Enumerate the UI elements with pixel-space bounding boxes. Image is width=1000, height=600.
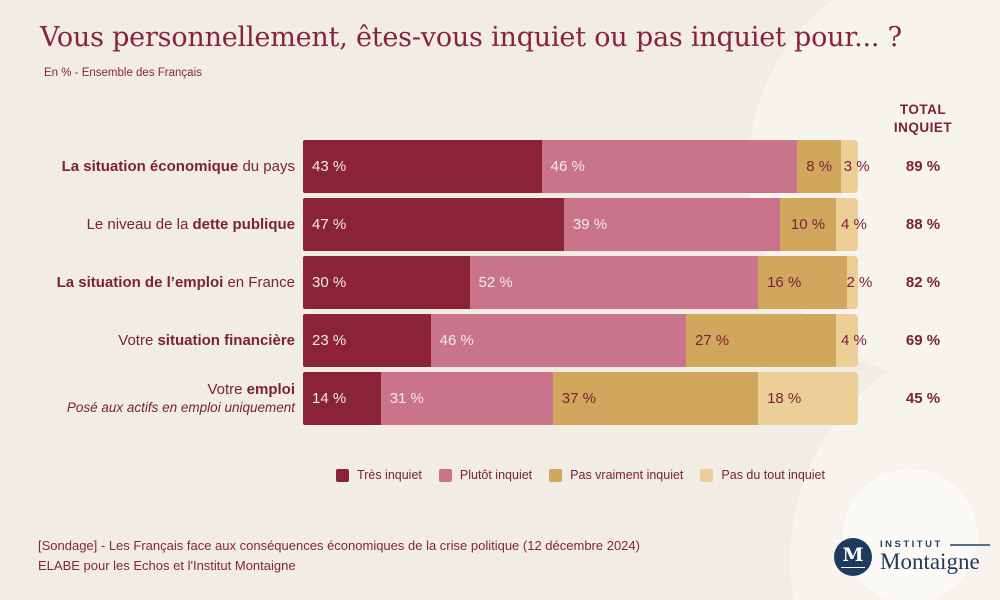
- chart-row: Le niveau de la dette publique 47 % 39 % 10…: [0, 198, 1000, 251]
- chart-row: La situation économique du pays 43 % 46 % 8…: [0, 140, 1000, 193]
- row-label: Le niveau de la dette publique: [86, 215, 295, 233]
- bar-segment: 52 %: [469, 256, 759, 309]
- row-total: 88 %: [905, 216, 941, 233]
- bar-segment: 47 %: [303, 198, 564, 251]
- segment-value: 18 %: [767, 390, 802, 407]
- row-label: Votre emploi Posé aux actifs en emploi un…: [0, 372, 295, 425]
- chart-row: La situation de l’emploi en France 30 % 52…: [0, 256, 1000, 309]
- row-label: Votre situation financière: [118, 331, 295, 349]
- segment-value: 47 %: [312, 216, 347, 233]
- legend-swatch: [336, 468, 350, 482]
- segment-value: 46 %: [550, 158, 585, 175]
- legend-label: Pas vraiment inquiet: [570, 468, 684, 482]
- chart-row: Votre situation financière 23 % 46 % 27 % 4 …: [0, 314, 1000, 367]
- logo-institut-text: INSTITUT: [880, 539, 943, 551]
- segment-value: 43 %: [312, 158, 347, 175]
- bar-segment: 8 %: [796, 140, 842, 193]
- bar-segment: 4 %: [835, 314, 867, 367]
- bar-segment: 23 %: [303, 314, 431, 367]
- stacked-bar: 47 % 39 % 10 % 4 %: [303, 198, 867, 251]
- segment-value: 27 %: [694, 332, 730, 349]
- logo-montaigne-text: Montaigne: [880, 549, 980, 575]
- segment-value: 3 %: [843, 158, 870, 175]
- decorative-circle-logo-backdrop: [843, 469, 977, 600]
- legend-swatch: [549, 468, 563, 482]
- bar-segment: 14 %: [303, 372, 381, 425]
- bar-segment: 2 %: [847, 256, 872, 309]
- legend-item: Très inquiet: [336, 468, 422, 482]
- logo-wordmark: INSTITUT Montaigne: [880, 539, 990, 574]
- bar-segment: 31 %: [380, 372, 553, 425]
- segment-value: 14 %: [312, 390, 347, 407]
- legend-item: Pas vraiment inquiet: [549, 468, 683, 482]
- legend-swatch: [438, 468, 452, 482]
- segment-value: 30 %: [312, 274, 347, 291]
- legend-label: Très inquiet: [357, 468, 422, 482]
- bar-segment: 46 %: [541, 140, 797, 193]
- bar-segment: 16 %: [758, 256, 847, 309]
- bar-segment: 39 %: [563, 198, 781, 251]
- total-inquiet-header: TOTAL INQUIET: [858, 101, 988, 137]
- stacked-bar: 30 % 52 % 16 % 2 %: [303, 256, 872, 309]
- bar-segment: 4 %: [835, 198, 867, 251]
- legend-label: Plutôt inquiet: [459, 468, 533, 482]
- source-footer: [Sondage] - Les Français face aux conséq…: [38, 536, 640, 575]
- legend: Très inquiet Plutôt inquiet Pas vraiment i…: [303, 468, 858, 482]
- bar-segment: 3 %: [841, 140, 870, 193]
- bar-segment: 30 %: [303, 256, 470, 309]
- legend-item: Plutôt inquiet: [438, 468, 533, 482]
- page-title: Vous personnellement, êtes-vous inquiet …: [40, 22, 902, 53]
- bar-segment: 27 %: [685, 314, 836, 367]
- segment-value: 46 %: [439, 332, 474, 349]
- row-label: La situation de l’emploi en France: [56, 273, 295, 291]
- stacked-bar: 14 % 31 % 37 % 18 %: [303, 372, 858, 425]
- segment-value: 16 %: [767, 274, 802, 291]
- segment-value: 23 %: [312, 332, 347, 349]
- segment-value: 4 %: [840, 332, 867, 349]
- segment-value: 37 %: [561, 390, 596, 407]
- stacked-bar: 23 % 46 % 27 % 4 %: [303, 314, 867, 367]
- row-total: 69 %: [905, 332, 941, 349]
- source-line-2: ELABE pour les Echos et l'Institut Monta…: [38, 557, 296, 573]
- row-total: 45 %: [905, 390, 941, 407]
- logo-rule: [949, 544, 990, 546]
- segment-value: 8 %: [806, 158, 833, 175]
- source-line-1: [Sondage] - Les Français face aux conséq…: [38, 538, 640, 553]
- bar-segment: 10 %: [780, 198, 836, 251]
- segment-value: 10 %: [790, 216, 826, 233]
- bar-segment: 43 %: [303, 140, 542, 193]
- segment-value: 39 %: [572, 216, 608, 233]
- row-label: La situation économique du pays: [61, 157, 295, 175]
- stacked-bar: 43 % 46 % 8 % 3 %: [303, 140, 870, 193]
- legend-item: Pas du tout inquiet: [700, 468, 825, 482]
- segment-value: 4 %: [840, 216, 867, 233]
- total-inquiet-header-line1: TOTAL: [899, 102, 947, 117]
- segment-value: 31 %: [389, 390, 424, 407]
- segment-value: 2 %: [846, 274, 873, 291]
- logo-monogram-disc: M: [834, 538, 872, 576]
- segment-value: 52 %: [478, 274, 513, 291]
- legend-label: Pas du tout inquiet: [721, 468, 825, 482]
- bar-segment: 46 %: [430, 314, 686, 367]
- bar-segment: 18 %: [758, 372, 858, 425]
- row-total: 89 %: [905, 158, 941, 175]
- stacked-bar-chart: La situation économique du pays 43 % 46 % 8…: [0, 140, 1000, 430]
- row-sublabel: Posé aux actifs en emploi uniquement: [66, 400, 295, 416]
- row-total: 82 %: [905, 274, 941, 291]
- total-inquiet-header-line2: INQUIET: [893, 120, 953, 136]
- logo-monogram: M: [841, 544, 865, 568]
- bar-segment: 37 %: [552, 372, 759, 425]
- legend-swatch: [700, 468, 714, 482]
- institut-montaigne-logo: M INSTITUT Montaigne: [834, 538, 990, 576]
- chart-row: Votre emploi Posé aux actifs en emploi un…: [0, 372, 1000, 425]
- page-subtitle: En % - Ensemble des Français: [44, 67, 202, 79]
